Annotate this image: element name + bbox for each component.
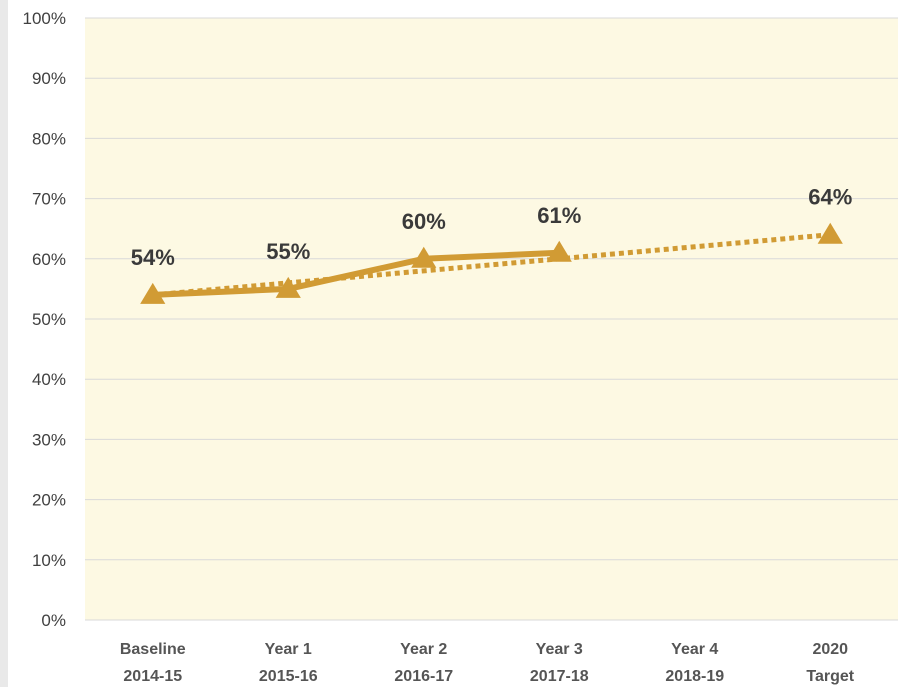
y-tick-label: 40% (32, 370, 66, 389)
data-label: 55% (266, 239, 310, 264)
y-tick-label: 20% (32, 491, 66, 510)
y-tick-label: 80% (32, 129, 66, 148)
y-tick-label: 60% (32, 250, 66, 269)
data-label: 54% (131, 245, 175, 270)
x-axis-category-labels: Baseline 2014-15 Year 1 2015-16 Year 2 2016-1… (120, 641, 855, 685)
x-category-label: Target (806, 668, 854, 685)
x-category-label: 2017-18 (530, 668, 589, 685)
x-category-label: 2015-16 (259, 668, 318, 685)
y-tick-label: 30% (32, 430, 66, 449)
x-category-label: 2018-19 (665, 668, 724, 685)
x-category-label: Year 2 (400, 641, 447, 658)
y-tick-label: 90% (32, 69, 66, 88)
x-category-label: Year 1 (265, 641, 312, 658)
x-category-label: Year 3 (536, 641, 583, 658)
data-label: 60% (402, 209, 446, 234)
x-category-label: Year 4 (671, 641, 718, 658)
y-tick-label: 50% (32, 310, 66, 329)
y-tick-label: 0% (41, 611, 66, 630)
x-category-label: 2020 (812, 641, 848, 658)
x-category-label: 2014-15 (123, 668, 182, 685)
x-category-label: 2016-17 (394, 668, 453, 685)
data-label: 61% (537, 203, 581, 228)
y-tick-label: 100% (23, 9, 66, 28)
y-tick-label: 70% (32, 190, 66, 209)
x-category-label: Baseline (120, 641, 186, 658)
y-axis-tick-labels: 0% 10% 20% 30% 40% 50% 60% 70% 80% 90% 100% (23, 9, 66, 630)
y-tick-label: 10% (32, 551, 66, 570)
data-label: 64% (808, 185, 852, 210)
